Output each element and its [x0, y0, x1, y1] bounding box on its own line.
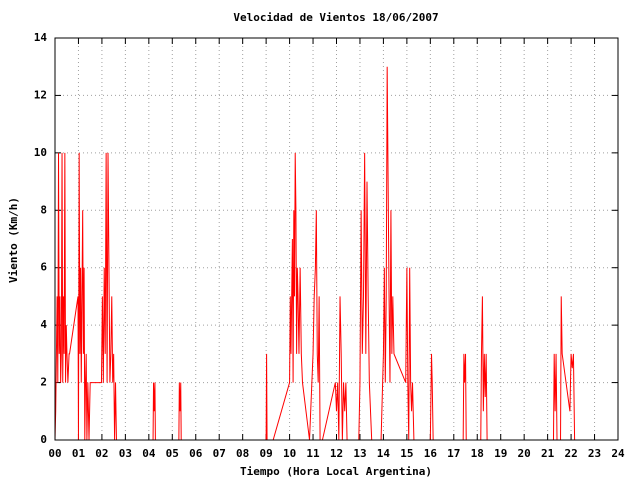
chart-title: Velocidad de Vientos 18/06/2007 — [233, 11, 438, 24]
x-tick-label: 04 — [142, 447, 156, 460]
x-tick-label: 19 — [494, 447, 507, 460]
x-tick-label: 01 — [72, 447, 86, 460]
x-tick-label: 11 — [306, 447, 320, 460]
x-tick-label: 18 — [471, 447, 484, 460]
x-tick-label: 23 — [588, 447, 601, 460]
y-axis-label: Viento (Km/h) — [7, 197, 20, 283]
y-tick-label: 12 — [34, 88, 47, 101]
data-line — [54, 66, 576, 441]
x-tick-label: 08 — [236, 447, 249, 460]
x-tick-label: 15 — [400, 447, 413, 460]
x-axis-label: Tiempo (Hora Local Argentina) — [240, 465, 432, 478]
y-tick-label: 10 — [34, 146, 47, 159]
y-tick-label: 8 — [40, 203, 47, 216]
x-tick-label: 12 — [330, 447, 343, 460]
x-tick-label: 00 — [48, 447, 61, 460]
x-tick-label: 16 — [424, 447, 438, 460]
x-tick-label: 03 — [119, 447, 132, 460]
x-tick-label: 14 — [377, 447, 391, 460]
x-tick-label: 02 — [95, 447, 108, 460]
x-tick-label: 09 — [260, 447, 273, 460]
x-tick-label: 24 — [611, 447, 625, 460]
x-tick-label: 05 — [166, 447, 179, 460]
y-tick-label: 4 — [40, 318, 47, 331]
x-tick-label: 17 — [447, 447, 460, 460]
x-tick-label: 10 — [283, 447, 296, 460]
y-tick-label: 14 — [34, 31, 48, 44]
x-tick-label: 07 — [213, 447, 226, 460]
x-tick-label: 21 — [541, 447, 555, 460]
y-tick-label: 0 — [40, 433, 47, 446]
x-tick-label: 13 — [353, 447, 366, 460]
y-tick-label: 6 — [40, 261, 47, 274]
y-tick-label: 2 — [40, 376, 47, 389]
x-tick-label: 06 — [189, 447, 203, 460]
x-tick-label: 22 — [564, 447, 577, 460]
x-tick-label: 20 — [518, 447, 531, 460]
plot-border — [54, 37, 619, 441]
